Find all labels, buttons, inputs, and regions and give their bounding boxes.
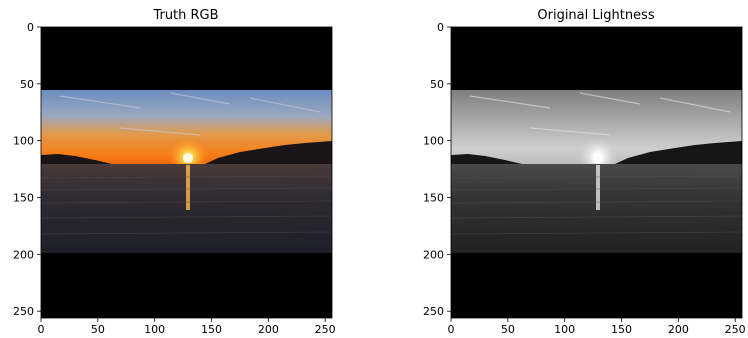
x-tick-label: 50 xyxy=(501,323,515,336)
y-tick-label: 250 xyxy=(13,305,34,318)
sun-reflection xyxy=(186,165,190,210)
mountain-right xyxy=(615,141,742,164)
tick-layer: 0 50 100 150 200 250 0 50 100 150 200 250 xyxy=(423,21,746,336)
mountain-left xyxy=(41,154,112,164)
y-tick-label: 100 xyxy=(423,135,444,148)
axes-frame xyxy=(40,26,333,319)
x-tick-label: 250 xyxy=(725,323,746,336)
x-tick-label: 200 xyxy=(258,323,279,336)
image-area xyxy=(40,27,333,318)
x-tick-label: 100 xyxy=(144,323,165,336)
y-tick-label: 200 xyxy=(13,248,34,261)
x-tick-label: 100 xyxy=(554,323,575,336)
y-tick-label: 0 xyxy=(437,21,444,34)
y-tick-label: 150 xyxy=(13,192,34,205)
x-tick-label: 250 xyxy=(315,323,336,336)
panel-truth-rgb: Truth RGB 0 50 100 150 200 250 0 50 100 150 200 250 xyxy=(13,8,336,336)
image-area xyxy=(450,27,743,318)
clouds xyxy=(59,92,321,136)
water-ripples xyxy=(40,175,333,235)
panel-title: Original Lightness xyxy=(537,8,654,23)
x-tick-label: 150 xyxy=(201,323,222,336)
x-tick-label: 150 xyxy=(611,323,632,336)
sun xyxy=(183,153,193,163)
tick-layer: 0 50 100 150 200 250 0 50 100 150 200 250 xyxy=(13,21,336,336)
y-tick-label: 50 xyxy=(430,78,444,91)
y-tick-label: 50 xyxy=(20,78,34,91)
sun xyxy=(593,153,603,163)
x-tick-label: 0 xyxy=(38,323,45,336)
y-tick-label: 150 xyxy=(423,192,444,205)
y-tick-label: 250 xyxy=(423,305,444,318)
x-tick-label: 50 xyxy=(91,323,105,336)
panel-title: Truth RGB xyxy=(152,8,218,23)
sun-reflection xyxy=(596,165,600,210)
panel-original-lightness: Original Lightness 0 50 100 150 200 250 0 50 100… xyxy=(423,8,746,336)
x-tick-label: 0 xyxy=(448,323,455,336)
axes-frame xyxy=(450,26,743,319)
y-tick-label: 200 xyxy=(423,248,444,261)
water-ripples xyxy=(450,175,743,235)
mountain-left xyxy=(451,154,522,164)
clouds xyxy=(469,92,731,136)
y-tick-label: 100 xyxy=(13,135,34,148)
x-tick-label: 200 xyxy=(668,323,689,336)
mountain-right xyxy=(205,141,332,164)
y-tick-label: 0 xyxy=(27,21,34,34)
